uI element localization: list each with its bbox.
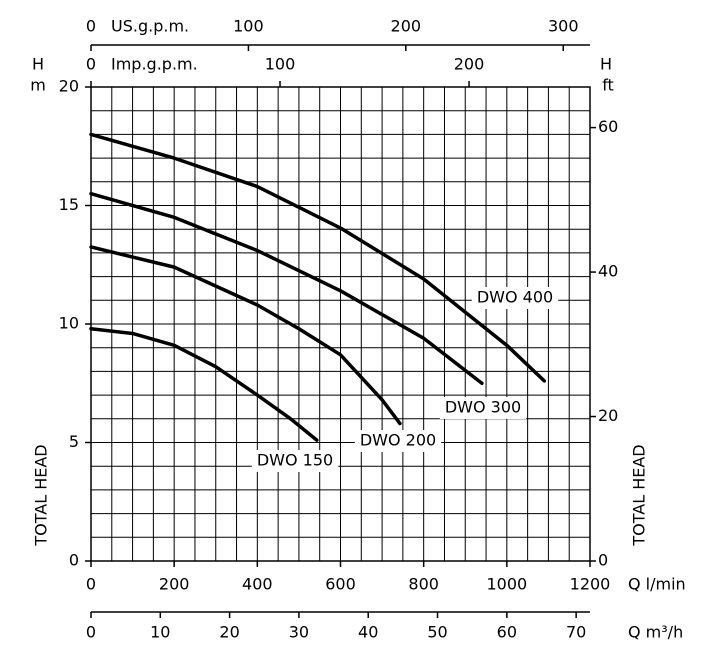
y2-tick-label: 20 (598, 406, 618, 425)
x2-tick-label: 60 (497, 623, 517, 642)
pump-curve (89, 132, 547, 383)
x3-label: US.g.p.m. (111, 17, 189, 36)
x2-tick-label: 0 (86, 623, 96, 642)
x-tick-label: 400 (242, 575, 273, 594)
series-label-bg (354, 430, 442, 452)
y-tick-label: 10 (59, 314, 79, 333)
x-tick-label: 800 (408, 575, 439, 594)
x-tick-label: 0 (86, 575, 96, 594)
x2-label: Q m³/h (628, 623, 683, 642)
pump-curve (89, 191, 484, 385)
y-unit: m (30, 76, 46, 95)
y-tick-label: 15 (59, 195, 79, 214)
x4-tick-label: 100 (265, 55, 296, 74)
y2-unit: ft (602, 76, 614, 95)
x-tick-label: 1000 (486, 575, 527, 594)
y-symbol: H (32, 55, 44, 74)
series-label-bg (439, 397, 527, 419)
y2-tick-label: 60 (598, 117, 618, 136)
series-label-bg (471, 287, 559, 309)
y2-tick-label: 0 (598, 551, 608, 570)
y-tick-label: 5 (69, 432, 79, 451)
pump-curve (89, 245, 402, 426)
x2-tick-label: 30 (289, 623, 309, 642)
x2-tick-label: 50 (427, 623, 447, 642)
series-label: DWO 300 (445, 398, 521, 417)
y-tick-label: 0 (69, 551, 79, 570)
x-label: Q l/min (628, 575, 686, 594)
x3-tick-label: 200 (391, 17, 422, 36)
x-tick-label: 200 (159, 575, 190, 594)
x4-label: Imp.g.p.m. (111, 55, 198, 74)
x4-tick-label: 0 (86, 55, 96, 74)
series-label-bg (251, 450, 339, 472)
x2-tick-label: 20 (219, 623, 239, 642)
x3-tick-label: 100 (233, 17, 264, 36)
series-label: DWO 400 (477, 288, 553, 307)
y2-symbol: H (600, 55, 612, 74)
x2-tick-label: 40 (358, 623, 378, 642)
series-label: DWO 200 (360, 431, 436, 450)
pump-curve (89, 326, 319, 442)
series-label: DWO 150 (257, 451, 333, 470)
y2-tick-label: 40 (598, 262, 618, 281)
x3-tick-label: 0 (86, 17, 96, 36)
y-tick-label: 20 (59, 77, 79, 96)
x2-tick-label: 10 (150, 623, 170, 642)
y2-label: TOTAL HEAD (630, 444, 649, 546)
y-label: TOTAL HEAD (32, 444, 51, 546)
x4-tick-label: 200 (454, 55, 485, 74)
x2-tick-label: 70 (566, 623, 586, 642)
x-tick-label: 1200 (570, 575, 611, 594)
x-tick-label: 600 (325, 575, 356, 594)
x3-tick-label: 300 (548, 17, 579, 36)
